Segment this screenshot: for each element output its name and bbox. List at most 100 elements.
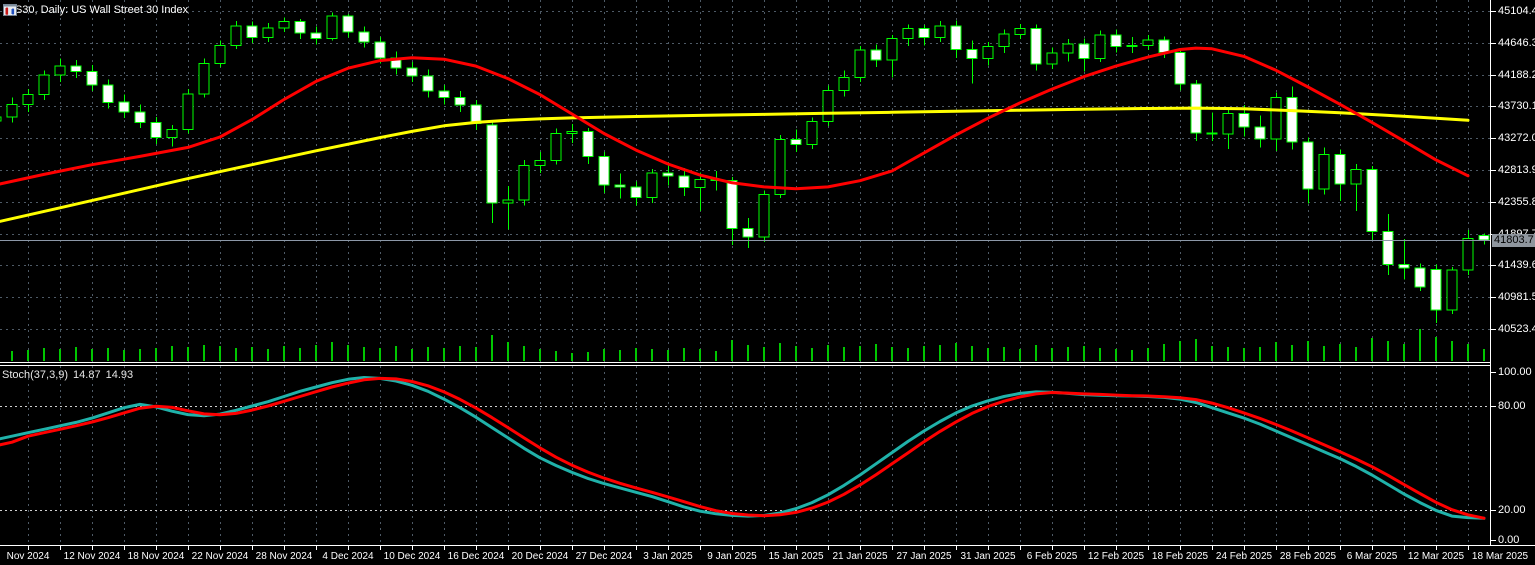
panel-divider[interactable] xyxy=(0,362,1490,363)
volume-bar xyxy=(1355,347,1357,361)
stochastic-label: Stoch(37,3,9) 14.87 14.93 xyxy=(2,369,138,381)
bear-candle xyxy=(454,96,466,106)
volume-bar xyxy=(59,349,61,361)
panel-divider[interactable] xyxy=(0,365,1490,366)
price-axis-label: 44188.2 xyxy=(1498,69,1535,81)
time-axis-label: 10 Dec 2024 xyxy=(383,551,441,562)
bull-candle xyxy=(278,21,290,29)
time-tick xyxy=(956,546,957,550)
volume-bar xyxy=(379,348,381,361)
bull-candle xyxy=(758,194,770,238)
volume-bar xyxy=(299,348,301,361)
main-chart-panel[interactable] xyxy=(0,0,1490,362)
bear-candle xyxy=(678,175,690,189)
bear-candle xyxy=(294,21,306,34)
volume-bar xyxy=(1451,341,1453,361)
volume-bar xyxy=(843,347,845,361)
time-tick xyxy=(572,546,573,550)
time-axis-label: 6 Mar 2025 xyxy=(1346,551,1398,562)
volume-bar xyxy=(1483,349,1485,361)
price-axis[interactable]: 41803.7 45104.4 44646.3 44188.2 43730.1 4327… xyxy=(1490,0,1535,546)
bear-candle xyxy=(1414,267,1426,288)
bull-candle xyxy=(518,164,530,201)
bull-candle xyxy=(198,62,210,95)
time-axis-label: 27 Jan 2025 xyxy=(896,551,952,562)
stoch-tick xyxy=(1491,406,1496,407)
time-tick xyxy=(1340,546,1341,550)
time-axis-label: 6 Feb 2025 xyxy=(1026,551,1078,562)
volume-bar xyxy=(987,348,989,361)
volume-bar xyxy=(27,350,29,361)
volume-bar xyxy=(779,343,781,361)
stoch-axis-label: 100.00 xyxy=(1498,366,1532,378)
price-axis-label: 45104.4 xyxy=(1498,5,1535,17)
bull-candle xyxy=(982,46,994,60)
stoch-axis-label: 0.00 xyxy=(1498,534,1520,546)
volume-bar xyxy=(1083,346,1085,361)
volume-bar xyxy=(587,352,589,361)
volume-bar xyxy=(699,349,701,361)
volume-bar xyxy=(107,348,109,361)
bear-candle xyxy=(310,32,322,39)
bear-candle xyxy=(438,90,450,98)
price-axis-label: 41439.6 xyxy=(1498,259,1535,271)
bull-candle xyxy=(1446,269,1458,311)
bear-candle xyxy=(918,28,930,39)
time-tick xyxy=(348,546,349,550)
volume-bar xyxy=(1147,348,1149,361)
bear-candle xyxy=(1398,264,1410,269)
bull-candle xyxy=(646,172,658,198)
time-tick xyxy=(1468,546,1469,550)
indicator-main-value: 14.87 xyxy=(73,369,101,381)
time-tick xyxy=(380,546,381,550)
bear-candle xyxy=(1366,169,1378,232)
time-axis-label: 15 Jan 2025 xyxy=(768,551,824,562)
time-axis-label: 28 Nov 2024 xyxy=(255,551,313,562)
volume-bar xyxy=(1467,344,1469,361)
time-tick xyxy=(124,546,125,550)
time-tick xyxy=(28,546,29,550)
volume-bar xyxy=(219,346,221,361)
volume-bar xyxy=(235,348,237,361)
stoch-tick xyxy=(1491,372,1496,373)
time-axis[interactable]: Nov 2024 12 Nov 2024 18 Nov 2024 22 Nov 202… xyxy=(0,545,1535,565)
bear-candle xyxy=(150,121,162,139)
volume-bar xyxy=(507,342,509,361)
stochastic-panel[interactable] xyxy=(0,366,1490,545)
volume-bar xyxy=(651,349,653,361)
time-tick xyxy=(92,546,93,550)
bear-candle xyxy=(1302,141,1314,190)
fast-ma-line xyxy=(0,46,1470,191)
volume-bar xyxy=(475,347,477,361)
time-tick xyxy=(1084,546,1085,550)
time-tick xyxy=(220,546,221,550)
time-tick xyxy=(764,546,765,550)
bear-candle xyxy=(582,130,594,157)
time-axis-label: 24 Feb 2025 xyxy=(1215,551,1273,562)
time-tick xyxy=(1052,546,1053,550)
chart-window-icon xyxy=(3,4,17,16)
bear-candle xyxy=(742,228,754,238)
price-tick xyxy=(1491,297,1496,298)
bear-candle xyxy=(1174,51,1186,85)
bear-candle xyxy=(1110,34,1122,48)
bull-candle xyxy=(902,28,914,39)
volume-bar xyxy=(795,346,797,361)
time-axis-label: 16 Dec 2024 xyxy=(447,551,505,562)
volume-bar xyxy=(1003,347,1005,361)
bear-candle xyxy=(486,124,498,204)
volume-bar xyxy=(939,345,941,361)
time-axis-label: 18 Feb 2025 xyxy=(1151,551,1209,562)
volume-bar xyxy=(1243,348,1245,361)
volume-bar xyxy=(1259,347,1261,361)
bull-candle xyxy=(1062,43,1074,54)
bull-candle xyxy=(502,199,514,204)
volume-bar xyxy=(1051,348,1053,361)
indicator-signal-value: 14.93 xyxy=(105,369,134,381)
bear-candle xyxy=(70,65,82,73)
time-axis-label: 12 Nov 2024 xyxy=(63,551,121,562)
volume-bar xyxy=(1323,346,1325,361)
time-axis-label: 31 Jan 2025 xyxy=(960,551,1016,562)
bear-candle xyxy=(342,15,354,33)
volume-bar xyxy=(11,351,13,361)
